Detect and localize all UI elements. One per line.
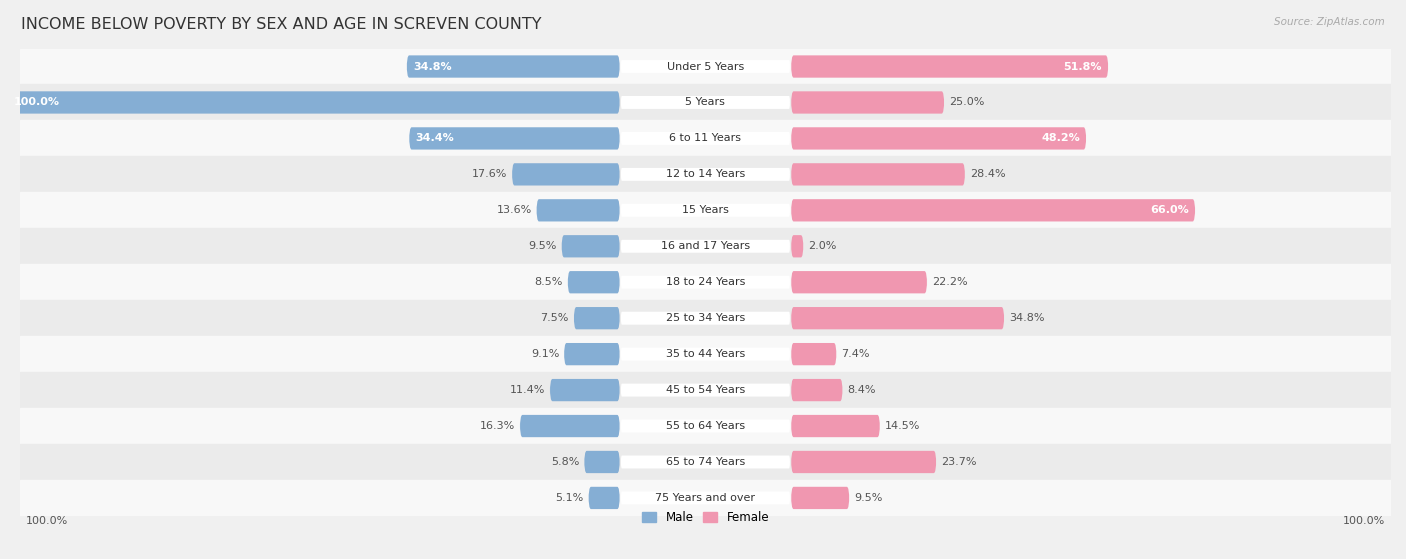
Text: 100.0%: 100.0% — [1343, 516, 1385, 526]
FancyBboxPatch shape — [561, 235, 620, 258]
Text: 25.0%: 25.0% — [949, 97, 984, 107]
FancyBboxPatch shape — [7, 91, 620, 113]
Text: 16.3%: 16.3% — [479, 421, 515, 431]
Text: 7.5%: 7.5% — [540, 313, 569, 323]
Text: 15 Years: 15 Years — [682, 205, 728, 215]
FancyBboxPatch shape — [621, 240, 790, 253]
FancyBboxPatch shape — [621, 383, 790, 396]
Text: 12 to 14 Years: 12 to 14 Years — [666, 169, 745, 179]
Text: 17.6%: 17.6% — [472, 169, 508, 179]
Text: 13.6%: 13.6% — [496, 205, 531, 215]
FancyBboxPatch shape — [792, 307, 1004, 329]
Text: 5 Years: 5 Years — [686, 97, 725, 107]
FancyBboxPatch shape — [792, 451, 936, 473]
FancyBboxPatch shape — [585, 451, 620, 473]
FancyBboxPatch shape — [621, 491, 790, 504]
FancyBboxPatch shape — [792, 127, 1087, 150]
Text: 51.8%: 51.8% — [1063, 61, 1102, 72]
Text: 8.4%: 8.4% — [848, 385, 876, 395]
FancyBboxPatch shape — [792, 163, 965, 186]
Text: 28.4%: 28.4% — [970, 169, 1005, 179]
FancyBboxPatch shape — [792, 199, 1195, 221]
FancyBboxPatch shape — [520, 415, 620, 437]
Text: Under 5 Years: Under 5 Years — [666, 61, 744, 72]
Text: 35 to 44 Years: 35 to 44 Years — [666, 349, 745, 359]
FancyBboxPatch shape — [792, 271, 927, 293]
Text: 25 to 34 Years: 25 to 34 Years — [666, 313, 745, 323]
Text: 34.4%: 34.4% — [415, 134, 454, 144]
FancyBboxPatch shape — [792, 55, 1108, 78]
FancyBboxPatch shape — [792, 343, 837, 365]
FancyBboxPatch shape — [512, 163, 620, 186]
Text: 5.8%: 5.8% — [551, 457, 579, 467]
Text: 34.8%: 34.8% — [413, 61, 451, 72]
Bar — [20, 120, 1391, 157]
FancyBboxPatch shape — [621, 60, 790, 73]
FancyBboxPatch shape — [589, 487, 620, 509]
FancyBboxPatch shape — [792, 235, 803, 258]
Text: 23.7%: 23.7% — [941, 457, 977, 467]
Text: 22.2%: 22.2% — [932, 277, 967, 287]
Bar — [20, 336, 1391, 372]
Text: 9.5%: 9.5% — [855, 493, 883, 503]
Text: 34.8%: 34.8% — [1010, 313, 1045, 323]
Text: 7.4%: 7.4% — [841, 349, 870, 359]
Bar — [20, 157, 1391, 192]
FancyBboxPatch shape — [564, 343, 620, 365]
Bar — [20, 49, 1391, 84]
Text: 5.1%: 5.1% — [555, 493, 583, 503]
Text: 2.0%: 2.0% — [808, 241, 837, 252]
Bar — [20, 300, 1391, 336]
Text: 9.5%: 9.5% — [529, 241, 557, 252]
FancyBboxPatch shape — [621, 204, 790, 217]
Bar — [20, 408, 1391, 444]
Text: 55 to 64 Years: 55 to 64 Years — [666, 421, 745, 431]
Text: 11.4%: 11.4% — [510, 385, 546, 395]
FancyBboxPatch shape — [621, 96, 790, 109]
Text: Source: ZipAtlas.com: Source: ZipAtlas.com — [1274, 17, 1385, 27]
Text: 45 to 54 Years: 45 to 54 Years — [666, 385, 745, 395]
Text: INCOME BELOW POVERTY BY SEX AND AGE IN SCREVEN COUNTY: INCOME BELOW POVERTY BY SEX AND AGE IN S… — [21, 17, 541, 32]
FancyBboxPatch shape — [621, 168, 790, 181]
FancyBboxPatch shape — [537, 199, 620, 221]
Legend: Male, Female: Male, Female — [637, 506, 773, 529]
Bar — [20, 372, 1391, 408]
Bar — [20, 480, 1391, 516]
FancyBboxPatch shape — [621, 312, 790, 325]
FancyBboxPatch shape — [574, 307, 620, 329]
Text: 75 Years and over: 75 Years and over — [655, 493, 755, 503]
FancyBboxPatch shape — [621, 132, 790, 145]
FancyBboxPatch shape — [621, 276, 790, 288]
Text: 100.0%: 100.0% — [25, 516, 69, 526]
FancyBboxPatch shape — [621, 420, 790, 433]
Bar — [20, 228, 1391, 264]
Bar — [20, 84, 1391, 120]
Bar — [20, 192, 1391, 228]
Bar — [20, 264, 1391, 300]
FancyBboxPatch shape — [568, 271, 620, 293]
FancyBboxPatch shape — [409, 127, 620, 150]
FancyBboxPatch shape — [792, 379, 842, 401]
Text: 16 and 17 Years: 16 and 17 Years — [661, 241, 749, 252]
Text: 6 to 11 Years: 6 to 11 Years — [669, 134, 741, 144]
FancyBboxPatch shape — [621, 456, 790, 468]
FancyBboxPatch shape — [621, 348, 790, 361]
Text: 8.5%: 8.5% — [534, 277, 562, 287]
Text: 66.0%: 66.0% — [1150, 205, 1189, 215]
FancyBboxPatch shape — [550, 379, 620, 401]
Text: 9.1%: 9.1% — [530, 349, 560, 359]
Text: 14.5%: 14.5% — [884, 421, 920, 431]
Text: 65 to 74 Years: 65 to 74 Years — [666, 457, 745, 467]
FancyBboxPatch shape — [792, 91, 945, 113]
Text: 100.0%: 100.0% — [14, 97, 59, 107]
FancyBboxPatch shape — [792, 487, 849, 509]
FancyBboxPatch shape — [792, 415, 880, 437]
Bar — [20, 444, 1391, 480]
Text: 18 to 24 Years: 18 to 24 Years — [666, 277, 745, 287]
Text: 48.2%: 48.2% — [1042, 134, 1080, 144]
FancyBboxPatch shape — [406, 55, 620, 78]
